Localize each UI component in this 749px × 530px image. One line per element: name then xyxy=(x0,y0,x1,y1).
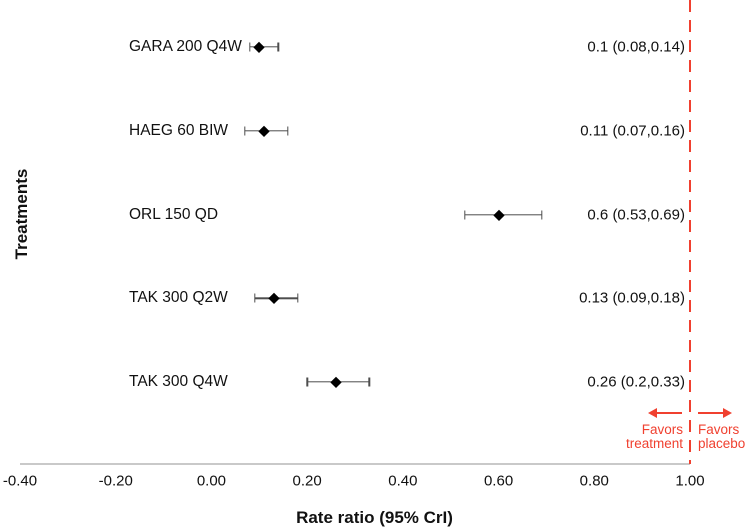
point-estimate-marker xyxy=(258,125,270,137)
favors-placebo-line2: placebo xyxy=(698,436,746,451)
treatment-label: TAK 300 Q4W xyxy=(129,373,228,390)
point-estimate-marker xyxy=(268,292,279,304)
ci-cap-low xyxy=(464,210,466,219)
favors-treatment-arrow-icon xyxy=(648,408,682,418)
x-tick-label: 0.40 xyxy=(388,472,418,490)
estimate-ci-text: 0.11 (0.07,0.16) xyxy=(580,122,685,140)
favors-placebo-line1: Favors xyxy=(698,422,740,437)
x-axis-line xyxy=(20,463,690,465)
x-tick-label: 0.00 xyxy=(196,472,227,490)
treatment-label: HAEG 60 BIW xyxy=(129,121,229,139)
arrow-left-shaft xyxy=(655,412,682,414)
y-axis-title: Treatments xyxy=(12,168,31,260)
ci-cap-high xyxy=(368,377,371,387)
estimate-ci-text: 0.6 (0.53,0.69) xyxy=(587,206,685,223)
x-tick-label: -0.40 xyxy=(2,472,38,490)
favors-placebo-arrow-icon xyxy=(698,408,732,418)
ci-cap-low xyxy=(306,377,308,387)
point-estimate-marker xyxy=(330,376,342,388)
ci-cap-high xyxy=(287,126,289,136)
ci-cap-low xyxy=(244,126,246,136)
point-estimate-marker xyxy=(493,209,504,220)
estimate-ci-text: 0.26 (0.2,0.33) xyxy=(587,373,685,391)
x-tick-label: 1.00 xyxy=(675,472,705,490)
x-axis-title: Rate ratio (95% CrI) xyxy=(296,508,453,527)
ci-cap-high xyxy=(296,293,299,303)
treatment-label: TAK 300 Q2W xyxy=(129,289,228,307)
favors-treatment-line2: treatment xyxy=(625,436,683,451)
ci-cap-low xyxy=(249,42,251,52)
ci-cap-high xyxy=(277,42,280,52)
arrow-left-head xyxy=(648,408,657,418)
ci-cap-low xyxy=(253,293,256,303)
favors-treatment-label: Favors treatment xyxy=(626,423,683,451)
point-estimate-marker xyxy=(253,41,265,53)
favors-treatment-line1: Favors xyxy=(641,422,683,437)
x-tick-label: 0.60 xyxy=(483,472,514,490)
estimate-ci-text: 0.1 (0.08,0.14) xyxy=(587,38,685,56)
favors-placebo-label: Favors placebo xyxy=(698,423,745,451)
treatment-label: ORL 150 QD xyxy=(129,205,219,223)
x-tick-label: 0.20 xyxy=(292,472,322,490)
arrow-right-head xyxy=(723,408,732,418)
arrow-right-shaft xyxy=(698,412,725,414)
estimate-ci-text: 0.13 (0.09,0.18) xyxy=(579,289,685,307)
x-tick-label: -0.20 xyxy=(98,472,133,490)
reference-line-dashed xyxy=(688,0,692,464)
ci-cap-high xyxy=(540,210,543,219)
x-tick-label: 0.80 xyxy=(579,472,609,490)
treatment-label: GARA 200 Q4W xyxy=(129,38,242,55)
